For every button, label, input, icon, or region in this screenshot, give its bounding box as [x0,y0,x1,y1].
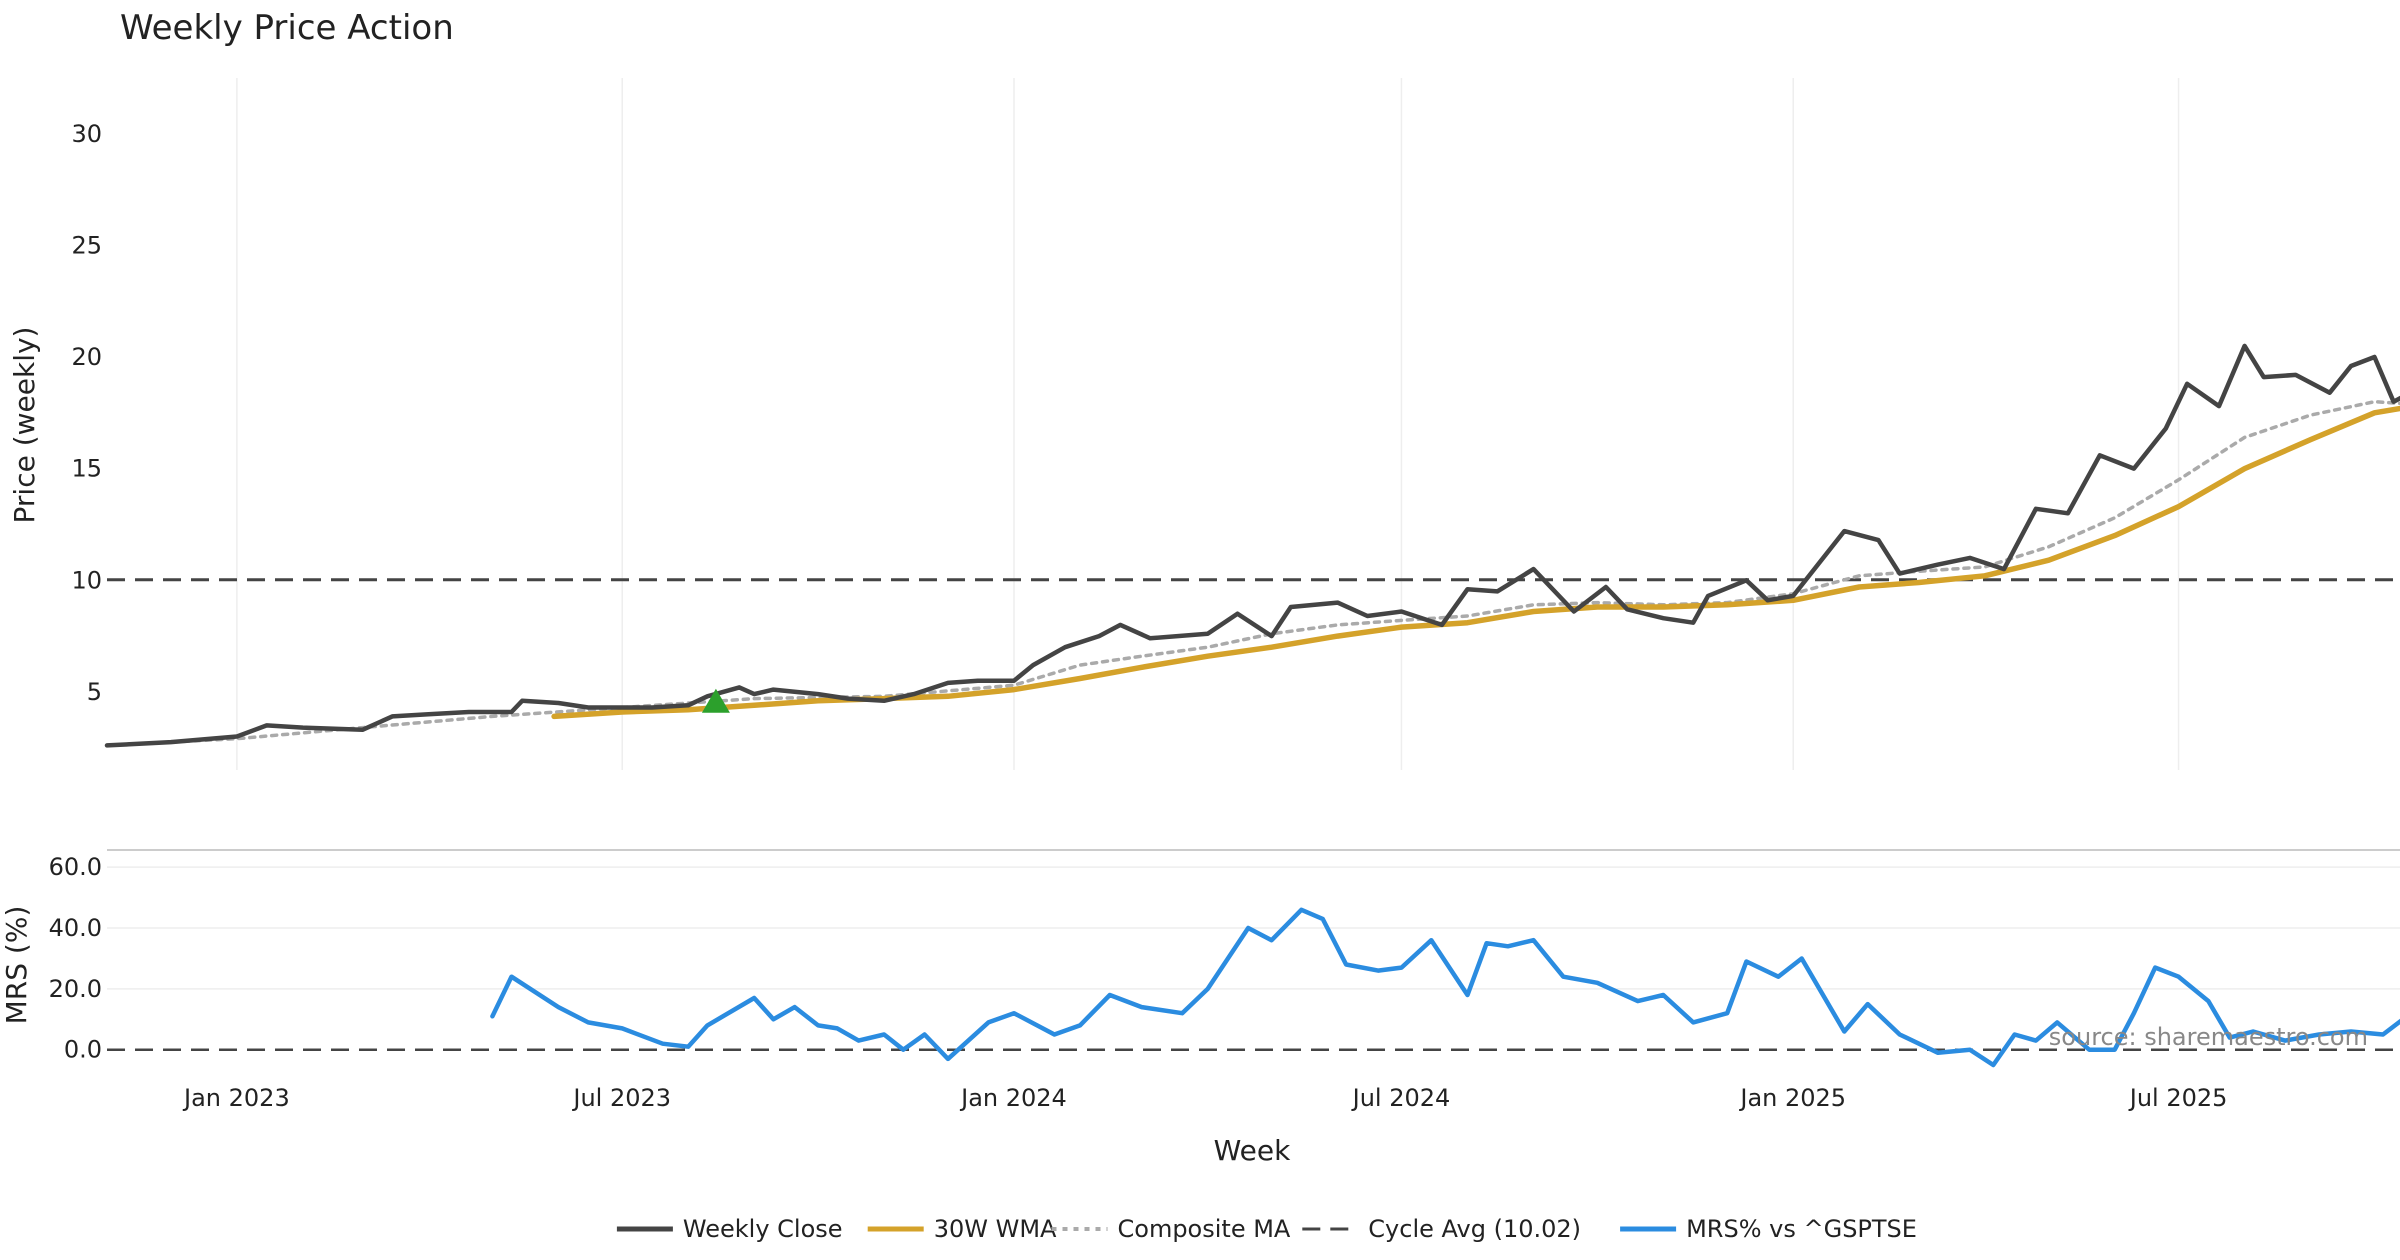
mrs-y-tick-3: 60.0 [49,853,102,881]
legend-label-4: MRS% vs ^GSPTSE [1686,1215,1917,1243]
legend-label-2: Composite MA [1118,1215,1291,1243]
mrs-y-ticks: 0.0 20.0 40.0 60.0 [49,853,102,1064]
x-tick-4: Jan 2025 [1738,1084,1846,1112]
x-tick-2: Jan 2024 [959,1084,1067,1112]
x-axis-ticks: Jan 2023 Jul 2023 Jan 2024 Jul 2024 Jan 2025… [182,1084,2227,1112]
mrs-y-tick-1: 20.0 [49,975,102,1003]
legend: Weekly Close 30W WMA Composite MA Cycle Avg… [616,1215,1917,1243]
x-tick-1: Jul 2023 [571,1084,671,1112]
mrs-y-tick-0: 0.0 [64,1036,102,1064]
legend-label-1: 30W WMA [934,1215,1057,1243]
price-y-tick-4: 25 [71,231,102,259]
series-line-composite-ma [105,399,2400,748]
mrs-y-axis-label: MRS (%) [0,906,33,1025]
x-tick-3: Jul 2024 [1351,1084,1451,1112]
source-note: source: sharemaestro.com [2049,1023,2368,1051]
price-y-ticks: 5 10 15 20 25 30 [71,120,102,706]
price-y-tick-3: 20 [71,343,102,371]
x-tick-5: Jul 2025 [2128,1084,2228,1112]
price-y-tick-1: 10 [71,566,102,594]
mrs-y-tick-2: 40.0 [49,914,102,942]
price-y-tick-0: 5 [87,678,102,706]
price-y-axis-label: Price (weekly) [8,327,41,524]
series-line-mrs [490,907,2400,1068]
mrs-grid [107,866,2400,990]
chart-title: Weekly Price Action [120,8,454,48]
legend-label-0: Weekly Close [683,1215,843,1243]
signal-marker [701,688,730,713]
mrs-series [490,907,2400,1068]
series-line-30w-wma [551,405,2400,720]
series-line-weekly-close [104,343,2400,748]
price-series [104,343,2400,748]
legend-label-3: Cycle Avg (10.02) [1368,1215,1581,1243]
price-y-tick-5: 30 [71,120,102,148]
x-tick-0: Jan 2023 [182,1084,290,1112]
price-grid [236,78,2180,770]
x-axis-label: Week [1214,1134,1291,1167]
buy-signal-triangle [701,688,730,713]
price-y-tick-2: 15 [71,455,102,483]
